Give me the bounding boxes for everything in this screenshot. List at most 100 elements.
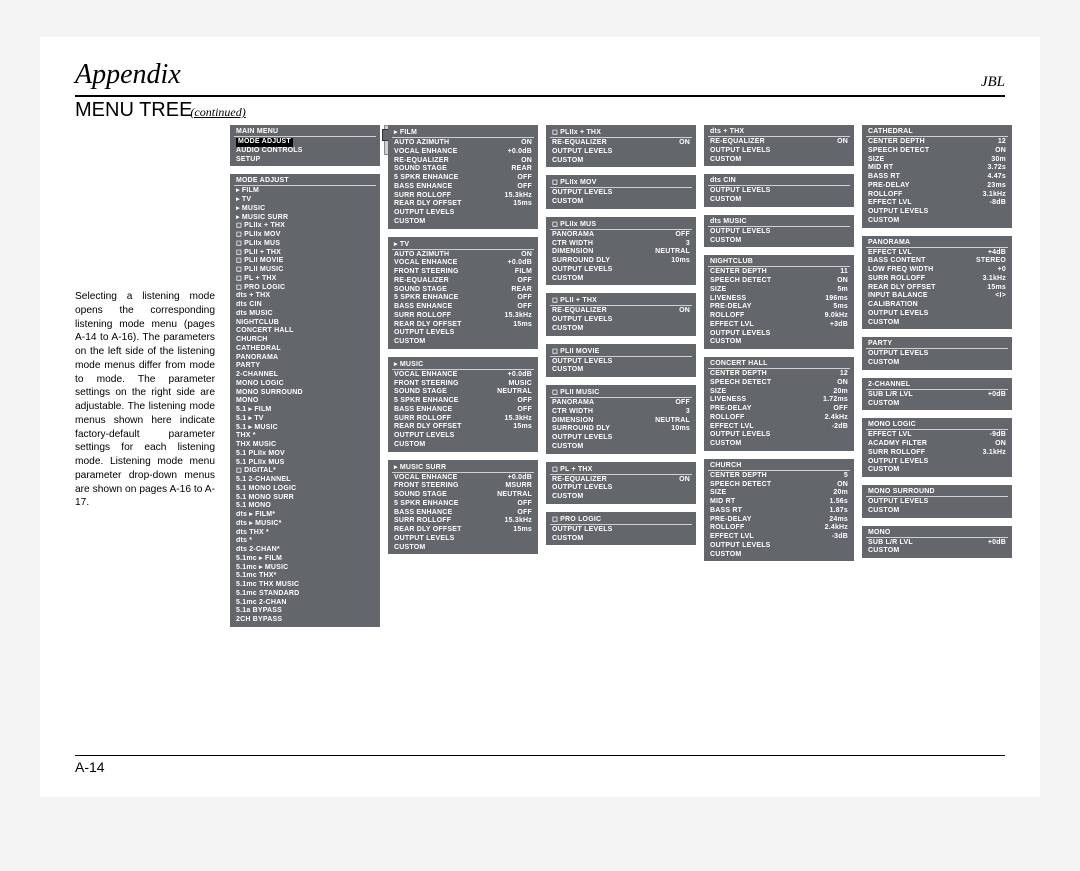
panel-row[interactable]: CUSTOM [866,400,1008,409]
panel-row[interactable]: ◻ DIGITAL* [234,467,376,476]
panel-row[interactable]: REAR DLY OFFSET15ms [392,321,534,330]
panel-row[interactable]: 5.1 PLIIx MUS [234,459,376,468]
panel-row[interactable]: ▸ MUSIC SURR [234,214,376,223]
panel-row[interactable]: VOCAL ENHANCE+0.0dB [392,148,534,157]
panel-row[interactable]: dts 2-CHAN* [234,546,376,555]
panel-row[interactable]: OUTPUT LEVELS [708,228,850,237]
panel-row[interactable]: PRE-DELAY24ms [708,516,850,525]
panel-row[interactable]: OUTPUT LEVELS [550,148,692,157]
panel-row[interactable]: MONO [234,397,376,406]
panel-row[interactable]: PANORAMAOFF [550,399,692,408]
panel-row[interactable]: SURR ROLLOFF15.3kHz [392,517,534,526]
panel-row[interactable]: CUSTOM [550,493,692,502]
panel-row[interactable]: ROLLOFF2.4kHz [708,414,850,423]
panel-row[interactable]: VOCAL ENHANCE+0.0dB [392,259,534,268]
panel-row[interactable]: DIMENSIONNEUTRAL [550,417,692,426]
panel-row[interactable]: OUTPUT LEVELS [708,431,850,440]
panel-row[interactable]: CALIBRATION [866,301,1008,310]
panel-row[interactable]: OUTPUT LEVELS [550,316,692,325]
panel-row[interactable]: PANORAMAOFF [550,231,692,240]
panel-row[interactable]: 5 SPKR ENHANCEOFF [392,294,534,303]
panel-row[interactable]: CUSTOM [392,338,534,347]
panel-row[interactable]: 5.1mc ▸ FILM [234,555,376,564]
panel-row[interactable]: CUSTOM [550,275,692,284]
panel-row[interactable]: CENTER DEPTH12 [708,370,850,379]
panel-row[interactable]: 5 SPKR ENHANCEOFF [392,500,534,509]
panel-row[interactable]: RE-EQUALIZERON [392,157,534,166]
panel-row[interactable]: LIVENESS196ms [708,295,850,304]
panel-row[interactable]: CUSTOM [708,237,850,246]
panel-row[interactable]: BASS CONTENTSTEREO [866,257,1008,266]
panel-row[interactable]: MONO LOGIC [234,380,376,389]
panel-row[interactable]: SIZE20m [708,388,850,397]
panel-row[interactable]: OUTPUT LEVELS [708,330,850,339]
panel-row[interactable]: dts * [234,537,376,546]
panel-row[interactable]: 5.1 ▸ TV [234,415,376,424]
panel-row[interactable]: CUSTOM [550,366,692,375]
panel-row[interactable]: SUB L/R LVL+0dB [866,539,1008,548]
panel-row[interactable]: CUSTOM [708,440,850,449]
panel-row[interactable]: EFFECT LVL+4dB [866,249,1008,258]
panel-row[interactable]: ◻ PRO LOGIC [234,284,376,293]
panel-row[interactable]: SETUP [234,156,376,165]
panel-row[interactable]: ROLLOFF3.1kHz [866,191,1008,200]
panel-row[interactable]: OUTPUT LEVELS [392,535,534,544]
panel-row[interactable]: CENTER DEPTH5 [708,472,850,481]
panel-row[interactable]: CONCERT HALL [234,327,376,336]
panel-row[interactable]: REAR DLY OFFSET15ms [392,423,534,432]
panel-row[interactable]: CHURCH [234,336,376,345]
panel-row[interactable]: OUTPUT LEVELS [550,358,692,367]
panel-row[interactable]: dts ▸ FILM* [234,511,376,520]
panel-row[interactable]: CATHEDRAL [234,345,376,354]
panel-row[interactable]: dts + THX [234,292,376,301]
panel-row[interactable]: 5.1 PLIIx MOV [234,450,376,459]
panel-row[interactable]: SURROUND DLY10ms [550,425,692,434]
panel-row[interactable]: FRONT STEERINGMSURR [392,482,534,491]
panel-row[interactable]: CTR WIDTH3 [550,408,692,417]
panel-row[interactable]: SURR ROLLOFF3.1kHz [866,275,1008,284]
panel-row[interactable]: SPEECH DETECTON [708,379,850,388]
panel-row[interactable]: 2CH BYPASS [234,616,376,625]
panel-row[interactable]: OUTPUT LEVELS [866,310,1008,319]
panel-row[interactable]: EFFECT LVL-3dB [708,533,850,542]
panel-row[interactable]: BASS RT1.87s [708,507,850,516]
panel-row[interactable]: SOUND STAGENEUTRAL [392,388,534,397]
panel-row[interactable]: BASS ENHANCEOFF [392,183,534,192]
panel-row[interactable]: ▸ TV [234,196,376,205]
panel-row[interactable]: CUSTOM [866,466,1008,475]
panel-row[interactable]: MONO SURROUND [234,389,376,398]
panel-row[interactable]: RE-EQUALIZERON [550,476,692,485]
panel-row[interactable]: CUSTOM [392,441,534,450]
panel-row[interactable]: PANORAMA [234,354,376,363]
panel-row[interactable]: CUSTOM [550,198,692,207]
panel-row[interactable]: CENTER DEPTH11 [708,268,850,277]
panel-row[interactable]: RE-EQUALIZERON [708,138,850,147]
panel-row[interactable]: AUTO AZIMUTHON [392,139,534,148]
panel-row[interactable]: 2-CHANNEL [234,371,376,380]
panel-row[interactable]: CUSTOM [866,547,1008,556]
panel-row[interactable]: BASS ENHANCEOFF [392,509,534,518]
panel-row[interactable]: 5.1 2-CHANNEL [234,476,376,485]
panel-row[interactable]: PARTY [234,362,376,371]
panel-row[interactable]: 5.1mc THX MUSIC [234,581,376,590]
panel-row[interactable]: CUSTOM [550,443,692,452]
panel-row[interactable]: RE-EQUALIZERON [550,139,692,148]
panel-row[interactable]: VOCAL ENHANCE+0.0dB [392,371,534,380]
panel-row[interactable]: 5.1mc ▸ MUSIC [234,564,376,573]
panel-row[interactable]: ◻ PLII MOVIE [234,257,376,266]
panel-row[interactable]: CUSTOM [708,551,850,560]
panel-row[interactable]: SIZE30m [866,156,1008,165]
panel-row[interactable]: NIGHTCLUB [234,319,376,328]
panel-row[interactable]: ROLLOFF9.0kHz [708,312,850,321]
panel-row[interactable]: SIZE20m [708,489,850,498]
panel-row[interactable]: MID RT1.56s [708,498,850,507]
panel-row[interactable]: THX MUSIC [234,441,376,450]
panel-row[interactable]: AUTO AZIMUTHON [392,251,534,260]
panel-row[interactable]: OUTPUT LEVELS [392,329,534,338]
panel-row[interactable]: BASS ENHANCEOFF [392,406,534,415]
panel-row[interactable]: OUTPUT LEVELS [708,187,850,196]
panel-row[interactable]: CUSTOM [708,156,850,165]
panel-row[interactable]: 5.1a BYPASS [234,607,376,616]
panel-row[interactable]: dts THX * [234,529,376,538]
panel-row[interactable]: RE-EQUALIZERON [550,307,692,316]
